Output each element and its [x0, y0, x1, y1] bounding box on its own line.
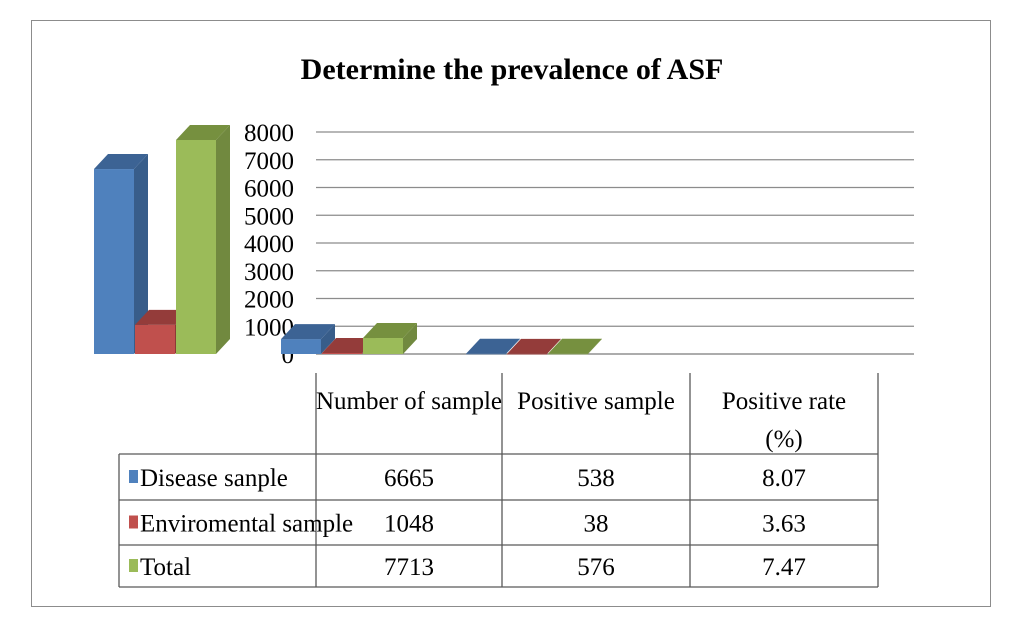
bar-2-2 [548, 353, 588, 355]
bar-top-2-0 [176, 124, 230, 140]
bar-top-1-0 [135, 309, 189, 325]
category-label: Positive sample [517, 388, 675, 415]
table-cell-value: 38 [584, 511, 609, 538]
bar-0-1 [281, 339, 321, 354]
y-tick-label: 7000 [244, 148, 294, 175]
table-cell-value: 8.07 [762, 465, 806, 492]
y-tick-label: 3000 [244, 259, 294, 286]
bar-top-1-1 [322, 337, 376, 353]
legend-swatch [129, 515, 138, 529]
table-cell-value: 1048 [384, 511, 434, 538]
bar-1-0 [135, 324, 175, 354]
bar-0-0 [94, 169, 134, 354]
bar-side-1-2 [547, 338, 561, 354]
y-tick-label: 8000 [244, 120, 294, 147]
bar-2-1 [363, 338, 403, 354]
data-table: Number of sample Positive sample Positive … [118, 373, 879, 588]
bar-top-0-1 [281, 324, 335, 340]
bar-side-2-0 [216, 124, 230, 354]
bar-1-1 [322, 352, 362, 354]
bar-top-2-1 [363, 323, 417, 339]
bar-top-1-2 [507, 338, 561, 354]
y-tick-label: 2000 [244, 287, 294, 314]
table-cell-value: 538 [577, 465, 615, 492]
y-tick-label: 6000 [244, 176, 294, 203]
legend-label: Enviromental sample [140, 511, 353, 538]
table-cell-value: 576 [577, 554, 615, 581]
chart-title: Determine the prevalence of ASF [301, 53, 724, 86]
legend-swatch [129, 559, 138, 572]
bar-side-0-0 [134, 154, 148, 354]
category-label: Positive rate [722, 388, 846, 415]
bar-1-2 [507, 353, 547, 355]
chart-svg: Determine the prevalence of ASF 01000200… [94, 53, 914, 588]
table-cell-value: 7.47 [762, 554, 806, 581]
y-tick-label: 4000 [244, 231, 294, 258]
bar-top-0-0 [94, 154, 148, 170]
table-cell-value: 6665 [384, 465, 434, 492]
bar-top-0-2 [466, 338, 520, 354]
table-cell-value: 3.63 [762, 511, 806, 538]
bar-top-2-2 [548, 338, 602, 354]
category-label: (%) [765, 426, 802, 453]
legend-label: Disease sanple [140, 465, 288, 492]
chart-frame: Determine the prevalence of ASF 0 1000 200… [31, 20, 991, 607]
y-tick-label: 5000 [244, 203, 294, 230]
legend-swatch [129, 470, 138, 483]
legend-label: Total [140, 554, 191, 581]
bar-side-2-1 [403, 323, 417, 354]
bars [94, 124, 602, 355]
bar-2-0 [176, 139, 216, 354]
table-cell-value: 7713 [384, 554, 434, 581]
gridlines [316, 131, 914, 355]
bar-0-2 [466, 353, 506, 355]
bar-side-2-2 [588, 338, 602, 354]
bar-side-0-2 [506, 338, 520, 354]
category-label: Number of sample [316, 388, 502, 415]
bar-side-0-1 [321, 324, 335, 354]
